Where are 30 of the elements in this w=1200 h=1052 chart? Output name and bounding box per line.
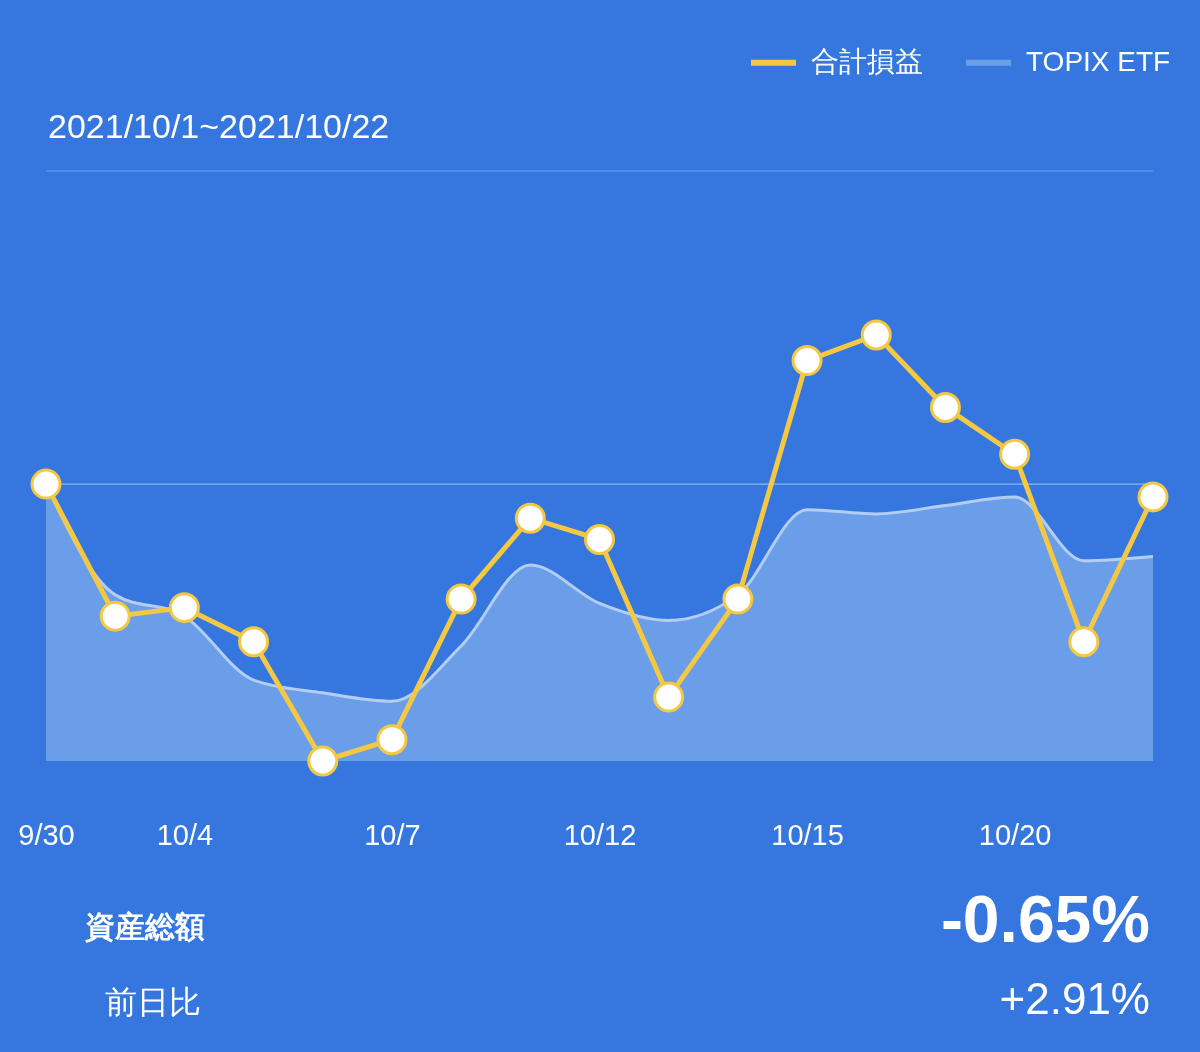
x-tick-label: 10/20 bbox=[978, 818, 1052, 851]
point bbox=[722, 583, 754, 615]
point bbox=[584, 524, 615, 555]
legend-label: TOPIX ETF bbox=[1026, 45, 1171, 77]
legend-label: 合計損益 bbox=[811, 45, 923, 77]
point bbox=[514, 502, 546, 534]
point bbox=[999, 438, 1031, 470]
point bbox=[307, 745, 339, 777]
text: -0.65% bbox=[940, 882, 1150, 956]
point bbox=[860, 319, 892, 351]
point bbox=[30, 468, 62, 500]
point bbox=[1137, 481, 1169, 513]
point bbox=[929, 391, 961, 423]
x-tick-label: 10/4 bbox=[156, 818, 214, 851]
point bbox=[653, 681, 685, 713]
text: 資産総額 bbox=[84, 910, 205, 943]
point bbox=[791, 345, 823, 377]
x-tick-label: 10/7 bbox=[364, 818, 421, 851]
point bbox=[168, 592, 200, 624]
point bbox=[99, 600, 131, 632]
x-tick-label: 9/30 bbox=[18, 818, 75, 851]
point bbox=[376, 724, 408, 756]
text: 前日比 bbox=[105, 984, 201, 1020]
point bbox=[445, 583, 477, 615]
text: +2.91% bbox=[999, 974, 1150, 1023]
point bbox=[1068, 626, 1100, 658]
point bbox=[238, 626, 270, 658]
x-tick-label: 10/12 bbox=[563, 818, 637, 851]
x-tick-label: 10/15 bbox=[771, 818, 844, 851]
chart-subtitle: 2021/10/1~2021/10/22 bbox=[48, 107, 390, 145]
